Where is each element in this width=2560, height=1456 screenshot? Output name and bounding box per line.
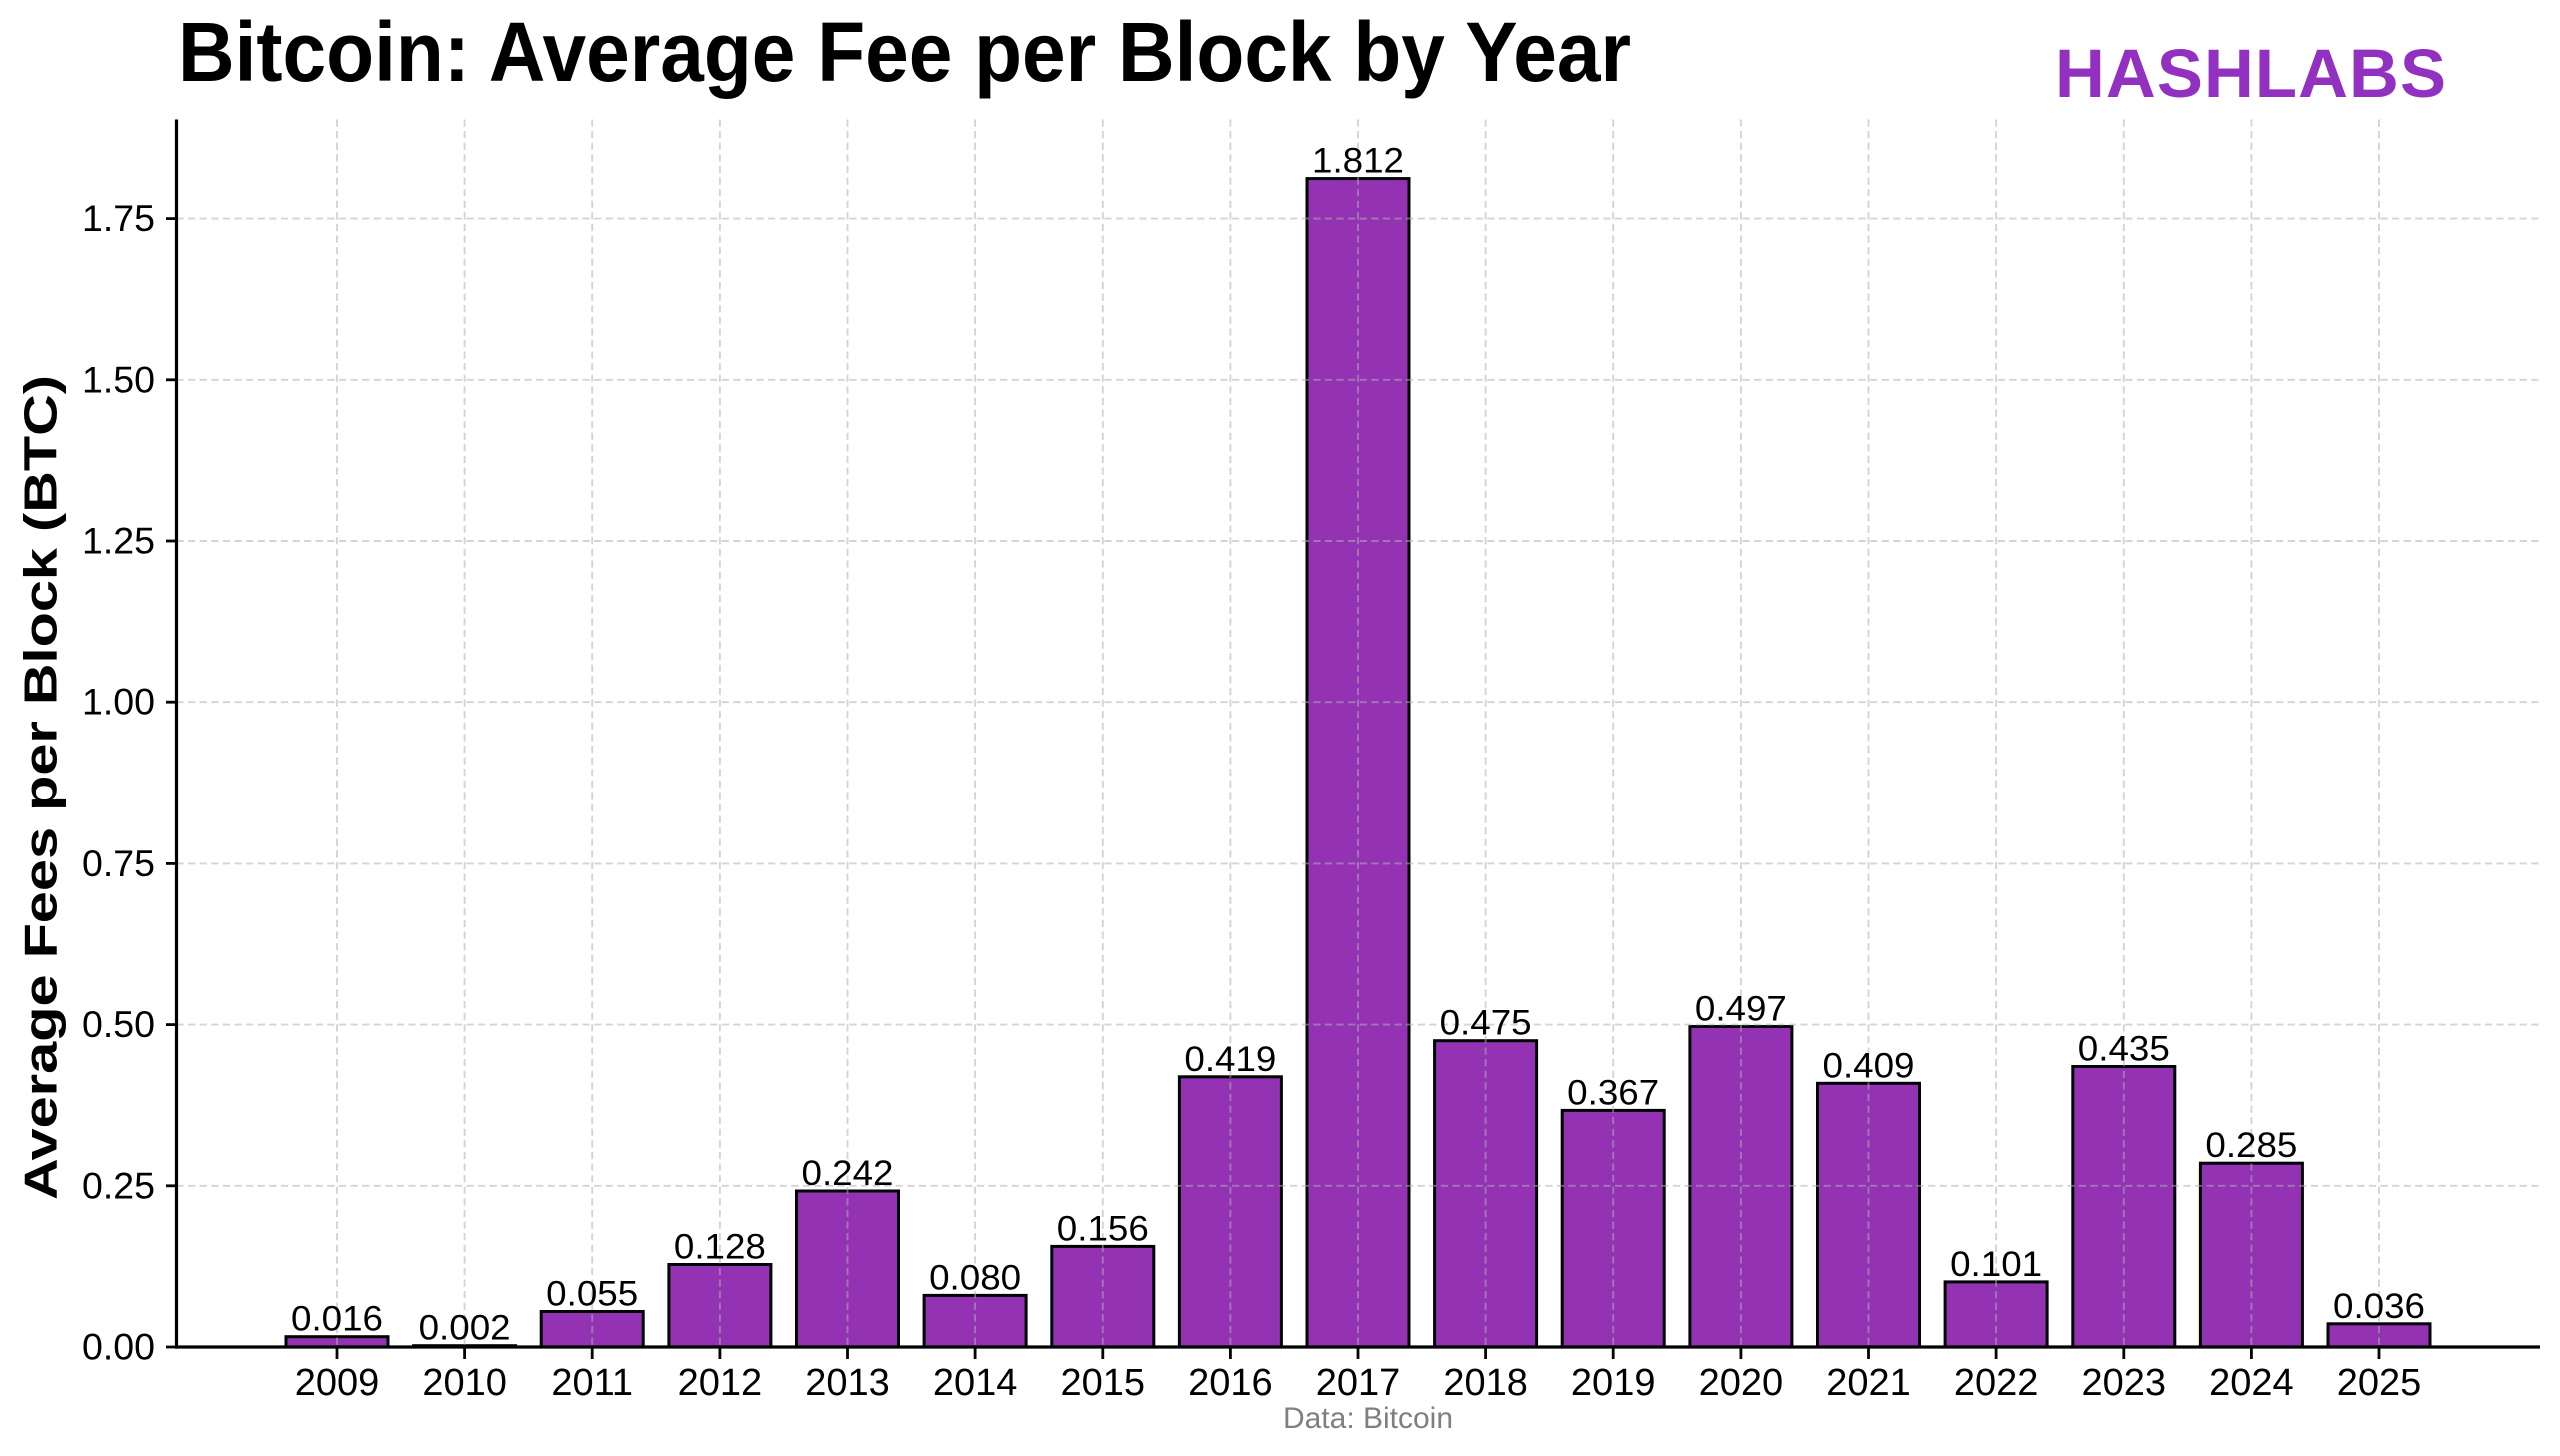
svg-text:2013: 2013 [805, 1362, 890, 1404]
svg-text:0.055: 0.055 [546, 1275, 638, 1314]
svg-text:2012: 2012 [678, 1362, 763, 1404]
svg-text:1.00: 1.00 [82, 681, 155, 723]
svg-text:0.016: 0.016 [291, 1300, 383, 1339]
svg-text:1.25: 1.25 [82, 520, 155, 562]
svg-text:0.00: 0.00 [82, 1326, 155, 1368]
svg-text:0.002: 0.002 [419, 1309, 511, 1348]
svg-text:2022: 2022 [1954, 1362, 2039, 1404]
svg-text:1.50: 1.50 [82, 358, 155, 400]
svg-text:HASHLABS: HASHLABS [2055, 35, 2446, 112]
svg-text:0.75: 0.75 [82, 842, 155, 884]
svg-text:2019: 2019 [1571, 1362, 1656, 1404]
svg-text:0.242: 0.242 [802, 1154, 894, 1193]
svg-text:2009: 2009 [295, 1362, 380, 1404]
svg-text:0.475: 0.475 [1440, 1004, 1532, 1043]
svg-text:0.25: 0.25 [82, 1164, 155, 1206]
svg-text:0.036: 0.036 [2333, 1287, 2425, 1326]
svg-text:0.419: 0.419 [1184, 1040, 1276, 1079]
svg-text:2014: 2014 [933, 1362, 1018, 1404]
svg-text:0.367: 0.367 [1567, 1073, 1659, 1112]
svg-text:0.409: 0.409 [1823, 1046, 1915, 1085]
svg-text:Bitcoin: Average Fee per Block: Bitcoin: Average Fee per Block by Year [178, 5, 1631, 99]
svg-text:2023: 2023 [2082, 1362, 2167, 1404]
svg-text:0.435: 0.435 [2078, 1030, 2170, 1069]
svg-text:2011: 2011 [551, 1362, 633, 1404]
svg-text:2016: 2016 [1188, 1362, 1273, 1404]
svg-text:0.080: 0.080 [929, 1258, 1021, 1297]
svg-text:1.75: 1.75 [82, 197, 155, 239]
svg-text:0.497: 0.497 [1695, 990, 1787, 1029]
svg-text:0.50: 0.50 [82, 1003, 155, 1045]
svg-text:0.156: 0.156 [1057, 1209, 1149, 1248]
svg-text:2015: 2015 [1061, 1362, 1146, 1404]
svg-text:2021: 2021 [1826, 1362, 1911, 1404]
svg-text:2020: 2020 [1699, 1362, 1784, 1404]
svg-text:0.101: 0.101 [1950, 1245, 2042, 1284]
svg-text:Data: Bitcoin: Data: Bitcoin [1283, 1402, 1453, 1435]
svg-text:Average Fees per Block (BTC): Average Fees per Block (BTC) [15, 375, 67, 1200]
svg-text:0.128: 0.128 [674, 1228, 766, 1267]
svg-text:1.812: 1.812 [1312, 142, 1404, 181]
svg-text:2017: 2017 [1316, 1362, 1401, 1404]
svg-text:2010: 2010 [422, 1362, 507, 1404]
svg-text:2024: 2024 [2209, 1362, 2294, 1404]
svg-text:2018: 2018 [1443, 1362, 1528, 1404]
svg-text:2025: 2025 [2337, 1362, 2422, 1404]
svg-text:0.285: 0.285 [2205, 1126, 2297, 1165]
